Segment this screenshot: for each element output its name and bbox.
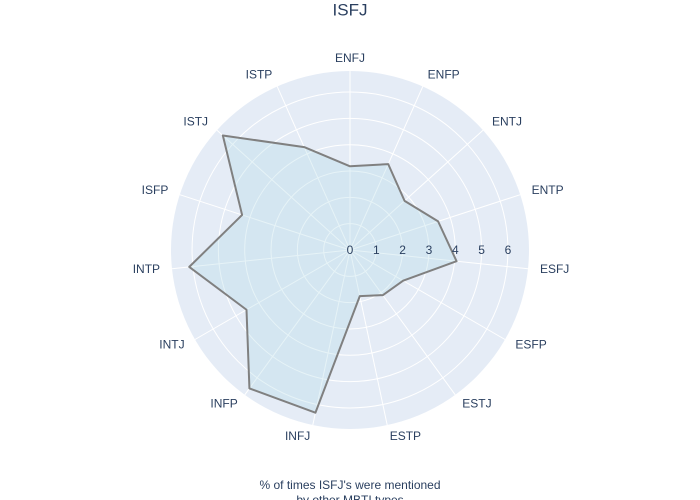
angular-tick-label: INFJ: [285, 429, 310, 443]
angular-tick-label: ENTJ: [492, 114, 522, 128]
radial-tick-label: 4: [452, 243, 459, 257]
angular-tick-label: INTJ: [159, 338, 184, 352]
angular-tick-label: ISTP: [246, 68, 273, 82]
radial-tick-label: 1: [373, 243, 380, 257]
angular-grid-line: [349, 129, 484, 251]
radial-tick-label: 5: [478, 243, 485, 257]
angular-grid-line: [194, 249, 351, 340]
radial-tick-label: 3: [426, 243, 433, 257]
radial-tick-label: 6: [505, 243, 512, 257]
angular-grid-line: [276, 86, 351, 251]
angular-tick-label: ESFP: [515, 338, 546, 352]
angular-grid-line: [171, 249, 351, 270]
angular-grid-line: [349, 194, 521, 251]
angular-tick-label: ENTP: [532, 183, 564, 197]
angular-grid-line: [244, 249, 351, 396]
angular-tick-label: ESTJ: [462, 397, 491, 411]
angular-grid-line: [216, 129, 351, 251]
angular-grid-line: [349, 249, 456, 396]
angular-grid-line: [349, 249, 506, 340]
chart-title: ISFJ: [333, 0, 368, 19]
annotation: % of times ISFJ's were mentioned: [259, 478, 440, 492]
angular-grid-line: [312, 249, 351, 426]
radial-tick-label: 2: [399, 243, 406, 257]
angular-tick-label: ISFP: [142, 183, 169, 197]
angular-tick-label: ISTJ: [183, 114, 208, 128]
angular-tick-label: ESTP: [390, 429, 421, 443]
angular-grid-line: [179, 194, 351, 251]
angular-grid-line: [349, 249, 529, 270]
radar-area: [188, 134, 458, 414]
angular-tick-label: INFP: [210, 397, 237, 411]
annotation: by other MBTI types: [296, 493, 403, 500]
angular-grid-line: [349, 249, 388, 426]
angular-tick-label: ENFP: [428, 68, 460, 82]
radial-tick-label: 0: [347, 243, 354, 257]
angular-tick-label: INTP: [133, 262, 160, 276]
angular-grid-line: [349, 86, 424, 251]
angular-tick-label: ESFJ: [540, 262, 569, 276]
angular-tick-label: ENFJ: [335, 51, 365, 65]
